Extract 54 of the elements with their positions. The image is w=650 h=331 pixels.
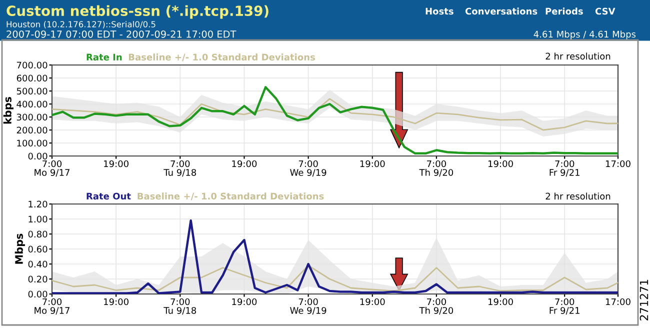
y-tick-label: 0.80 bbox=[28, 230, 48, 238]
y-tick-label: 100.00 bbox=[17, 140, 48, 147]
y-tick-label: 0.40 bbox=[28, 260, 48, 268]
text: Baseline +/- 1.0 Standard Deviations bbox=[138, 192, 324, 200]
x-tick-label: 19:00 bbox=[488, 298, 513, 306]
text: Periods bbox=[546, 8, 583, 15]
x-tick-label: 17:00 bbox=[606, 298, 630, 306]
line-series bbox=[52, 264, 618, 292]
text: Rate In bbox=[86, 54, 122, 61]
text: 2007-09-17 07:00 EDT - 2007-09-21 17:00 EDT bbox=[6, 30, 236, 38]
x-tick-label: 19:00 bbox=[232, 298, 257, 306]
y-tick-label: 1.20 bbox=[28, 200, 48, 208]
x-tick-label: 19:00 bbox=[232, 160, 257, 168]
text: 2 hr resolution bbox=[546, 192, 610, 200]
text: Rate Out bbox=[86, 192, 131, 200]
text: 4.61 Mbps / 4.61 Mbps bbox=[534, 30, 636, 40]
x-tick-label: 7:00 We 9/19 bbox=[290, 160, 326, 177]
text: Baseline +/- 1.0 Standard Deviations bbox=[128, 54, 315, 62]
x-tick-label: 19:00 bbox=[360, 160, 385, 168]
x-tick-label: 17:00 bbox=[606, 160, 630, 168]
x-tick-label: 7:00 Fr 9/21 bbox=[550, 298, 580, 315]
chart-subtitle: Houston (10.2.176.127)::Serial0/0.5 bbox=[6, 20, 156, 28]
x-tick-label: 19:00 bbox=[104, 298, 128, 306]
y-tick-label: 0.60 bbox=[28, 246, 48, 253]
y-axis-title: Mbps bbox=[14, 234, 25, 264]
x-tick-label: 7:00 Th 9/20 bbox=[419, 160, 454, 177]
x-tick-label: 7:00 Mo 9/17 bbox=[34, 298, 70, 315]
text: Hosts bbox=[426, 8, 454, 15]
y-tick-label: 1.00 bbox=[28, 216, 48, 223]
x-tick-label: 19:00 bbox=[104, 160, 128, 168]
y-tick-label: 0.00 bbox=[28, 290, 48, 298]
y-tick-label: 200.00 bbox=[16, 126, 48, 134]
x-tick-label: 7:00 We 9/19 bbox=[290, 298, 326, 315]
x-tick-label: 7:00 Mo 9/17 bbox=[34, 160, 70, 177]
chart-title: Custom netbios-ssn (*.ip.tcp.139) bbox=[6, 5, 268, 19]
x-tick-label: 19:00 bbox=[488, 160, 513, 168]
x-tick-label: 7:00 Fr 9/21 bbox=[550, 160, 580, 177]
y-tick-label: 300.00 bbox=[16, 114, 48, 121]
y-axis-title: kbps bbox=[3, 96, 14, 124]
y-tick-label: 400.00 bbox=[16, 100, 48, 108]
x-tick-label: 7:00 Tu 9/18 bbox=[164, 298, 196, 315]
x-tick-label: 7:00 Th 9/20 bbox=[419, 298, 454, 315]
text: 271271 bbox=[640, 280, 648, 320]
x-tick-label: 19:00 bbox=[360, 298, 385, 306]
y-tick-label: 700.00 bbox=[16, 62, 48, 69]
line-series bbox=[52, 98, 618, 131]
y-tick-label: 500.00 bbox=[16, 88, 48, 95]
y-tick-label: 0.20 bbox=[28, 276, 48, 283]
x-tick-label: 7:00 Tu 9/18 bbox=[164, 160, 196, 177]
text: 2 hr resolution bbox=[546, 52, 610, 60]
text: Conversations bbox=[465, 8, 538, 15]
y-tick-label: 0.00 bbox=[28, 152, 48, 160]
y-tick-label: 600.00 bbox=[16, 74, 48, 82]
text: CSV bbox=[595, 8, 616, 15]
